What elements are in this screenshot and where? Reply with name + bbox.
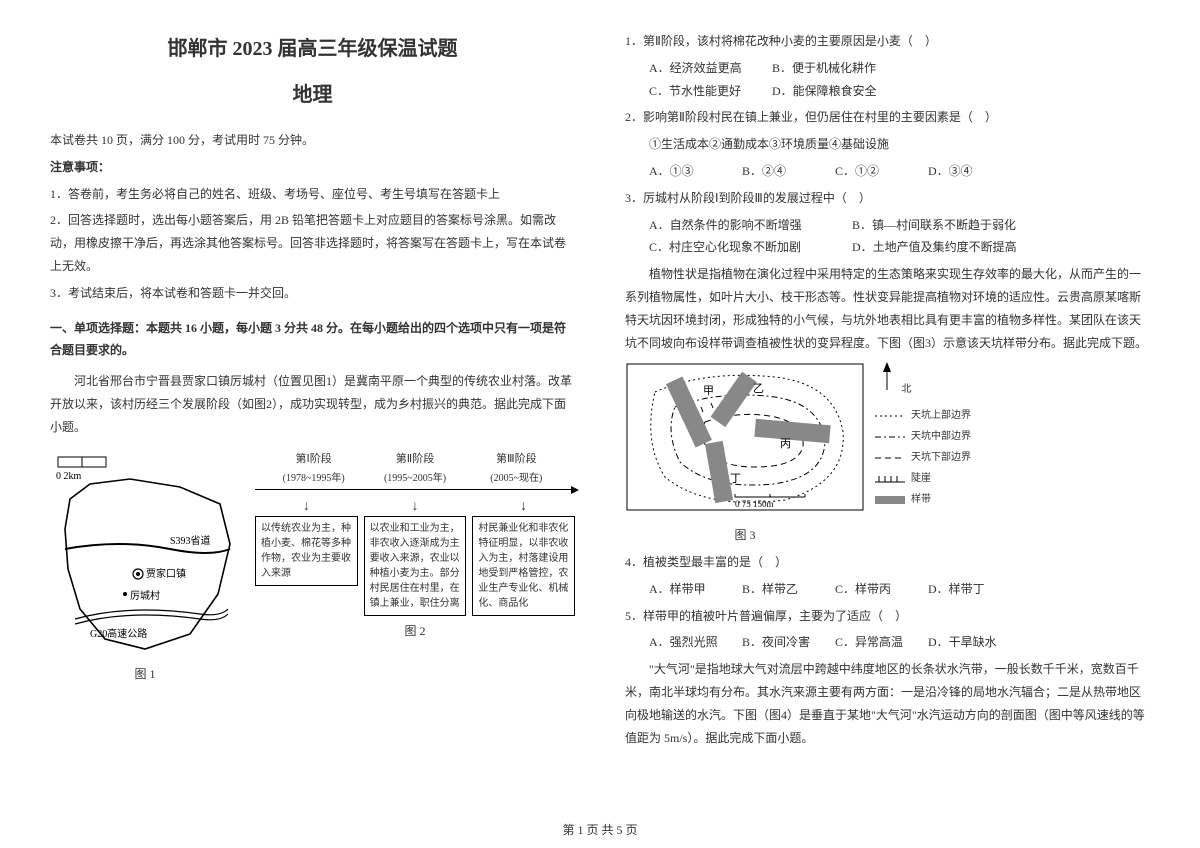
road2-label: G20高速公路: [90, 627, 147, 640]
stage1-card: 以传统农业为主，种植小麦、棉花等多种作物，农业为主要收入来源: [255, 516, 358, 586]
figure-1: 0 2km S393省道 贾家口镇 厉城村 G20高速公路: [50, 449, 240, 686]
title-sub: 地理: [50, 76, 575, 114]
label-yi: 乙: [753, 382, 764, 395]
north-icon: [875, 362, 899, 392]
q4-a: A．样带甲: [649, 578, 739, 601]
town-label: 贾家口镇: [146, 567, 186, 580]
passage-2: 植物性状是指植物在演化过程中采用特定的生态策略来实现生存效率的最大化，从而产生的…: [625, 263, 1150, 354]
fig3-scale: 0 75 150m: [735, 499, 774, 509]
q2-d: D．③④: [928, 160, 1018, 183]
stage3-card: 村民兼业化和非农化特征明显，以非农收入为主，村落建设用地受到严格管控，农业生产专…: [472, 516, 575, 616]
fig3-svg: 甲 乙 丙 丁 0 75 150m: [625, 362, 865, 512]
road1-label: S393省道: [170, 534, 211, 547]
notice-3: 3．考试结束后，将本试卷和答题卡一并交回。: [50, 282, 575, 305]
q5-d: D．干旱缺水: [928, 631, 1018, 654]
q1-d: D．能保障粮食安全: [772, 80, 892, 103]
q3-c: C．村庄空心化现象不断加剧: [649, 236, 849, 259]
legend-4: 样带: [911, 491, 931, 509]
passage-1: 河北省邢台市宁晋县贾家口镇厉城村（位置见图1）是冀南平原一个典型的传统农业村落。…: [50, 370, 575, 438]
q3-opts: A．自然条件的影响不断增强 B．镇—村间联系不断趋于弱化 C．村庄空心化现象不断…: [625, 214, 1150, 260]
notice-head: 注意事项：: [50, 156, 575, 179]
section-head: 一、单项选择题：本题共 16 小题，每小题 3 分共 48 分。在每小题给出的四…: [50, 317, 575, 363]
q3-b: B．镇—村间联系不断趋于弱化: [852, 214, 1052, 237]
village-label: 厉城村: [130, 589, 160, 602]
legend-0: 天坑上部边界: [911, 407, 971, 425]
title-main: 邯郸市 2023 届高三年级保温试题: [50, 30, 575, 68]
flow-arrow-icon: ↓: [364, 500, 467, 514]
q1-opts: A．经济效益更高 B．便于机械化耕作 C．节水性能更好 D．能保障粮食安全: [625, 57, 1150, 103]
stage1-year: (1978~1995年): [263, 469, 364, 488]
exam-info: 本试卷共 10 页，满分 100 分，考试用时 75 分钟。: [50, 129, 575, 152]
fig1-caption: 图 1: [50, 663, 240, 686]
q4-b: B．样带乙: [742, 578, 832, 601]
flow-head: 第Ⅰ阶段 (1978~1995年) 第Ⅱ阶段 (1995~2005年) 第Ⅲ阶段…: [255, 449, 575, 489]
figure-2: 第Ⅰ阶段 (1978~1995年) 第Ⅱ阶段 (1995~2005年) 第Ⅲ阶段…: [255, 449, 575, 644]
notice-2: 2．回答选择题时，选出每小题答案后，用 2B 铅笔把答题卡上对应题目的答案标号涂…: [50, 209, 575, 277]
label-jia: 甲: [703, 385, 714, 397]
q4-c: C．样带丙: [835, 578, 925, 601]
legend-2: 天坑下部边界: [911, 449, 971, 467]
q2-c: C．①②: [835, 160, 925, 183]
q3-d: D．土地产值及集约度不断提高: [852, 236, 1052, 259]
stage2-name: 第Ⅱ阶段: [364, 449, 465, 470]
stage2-year: (1995~2005年): [364, 469, 465, 488]
figure-3: 甲 乙 丙 丁 0 75 150m 图 3 北 天坑上部边界: [625, 362, 1150, 547]
q4-d: D．样带丁: [928, 578, 1018, 601]
passage-3: "大气河"是指地球大气对流层中跨越中纬度地区的长条状水汽带，一般长数千千米，宽数…: [625, 658, 1150, 749]
fig2-caption: 图 2: [255, 620, 575, 643]
fig3-legend: 北 天坑上部边界 天坑中部边界 天坑下部边界 陡崖 样带: [875, 362, 971, 547]
label-bing: 丙: [780, 438, 791, 450]
north-label: 北: [902, 384, 912, 395]
q1-c: C．节水性能更好: [649, 80, 769, 103]
stage2-card: 以农业和工业为主，非农收入逐渐成为主要收入来源，农业以种植小麦为主。部分村民居住…: [364, 516, 467, 616]
q2-sub: ①生活成本②通勤成本③环境质量④基础设施: [625, 133, 1150, 156]
q3-a: A．自然条件的影响不断增强: [649, 214, 849, 237]
stage1-name: 第Ⅰ阶段: [263, 449, 364, 470]
q5-stem: 5．样带甲的植被叶片普遍偏厚，主要为了适应（ ）: [625, 605, 1150, 628]
q5-opts: A．强烈光照 B．夜间冷害 C．异常高温 D．干旱缺水: [625, 631, 1150, 654]
legend-1: 天坑中部边界: [911, 428, 971, 446]
q5-c: C．异常高温: [835, 631, 925, 654]
q4-opts: A．样带甲 B．样带乙 C．样带丙 D．样带丁: [625, 578, 1150, 601]
q2-a: A．①③: [649, 160, 739, 183]
scale-label: 0 2km: [56, 471, 82, 482]
legend-3: 陡崖: [911, 470, 931, 488]
q5-a: A．强烈光照: [649, 631, 739, 654]
stage3-name: 第Ⅲ阶段: [466, 449, 567, 470]
q1-a: A．经济效益更高: [649, 57, 769, 80]
label-ding: 丁: [730, 473, 741, 485]
q4-stem: 4．植被类型最丰富的是（ ）: [625, 551, 1150, 574]
map-svg: 0 2km S393省道 贾家口镇 厉城村 G20高速公路: [50, 449, 240, 659]
figure-row: 0 2km S393省道 贾家口镇 厉城村 G20高速公路: [50, 449, 575, 686]
q2-b: B．②④: [742, 160, 832, 183]
q5-b: B．夜间冷害: [742, 631, 832, 654]
q2-stem: 2．影响第Ⅱ阶段村民在镇上兼业，但仍居住在村里的主要因素是（ ）: [625, 106, 1150, 129]
q3-stem: 3．厉城村从阶段Ⅰ到阶段Ⅲ的发展过程中（ ）: [625, 187, 1150, 210]
stage3-year: (2005~现在): [466, 469, 567, 488]
q2-opts: A．①③ B．②④ C．①② D．③④: [625, 160, 1150, 183]
notice-1: 1．答卷前，考生务必将自己的姓名、班级、考场号、座位号、考生号填写在答题卡上: [50, 183, 575, 206]
q1-stem: 1．第Ⅱ阶段，该村将棉花改种小麦的主要原因是小麦（ ）: [625, 30, 1150, 53]
flow-arrow-icon: ↓: [472, 500, 575, 514]
flow-arrow-icon: ↓: [255, 500, 358, 514]
q1-b: B．便于机械化耕作: [772, 57, 892, 80]
page-footer: 第 1 页 共 5 页: [0, 821, 1200, 838]
fig3-caption: 图 3: [625, 524, 865, 547]
